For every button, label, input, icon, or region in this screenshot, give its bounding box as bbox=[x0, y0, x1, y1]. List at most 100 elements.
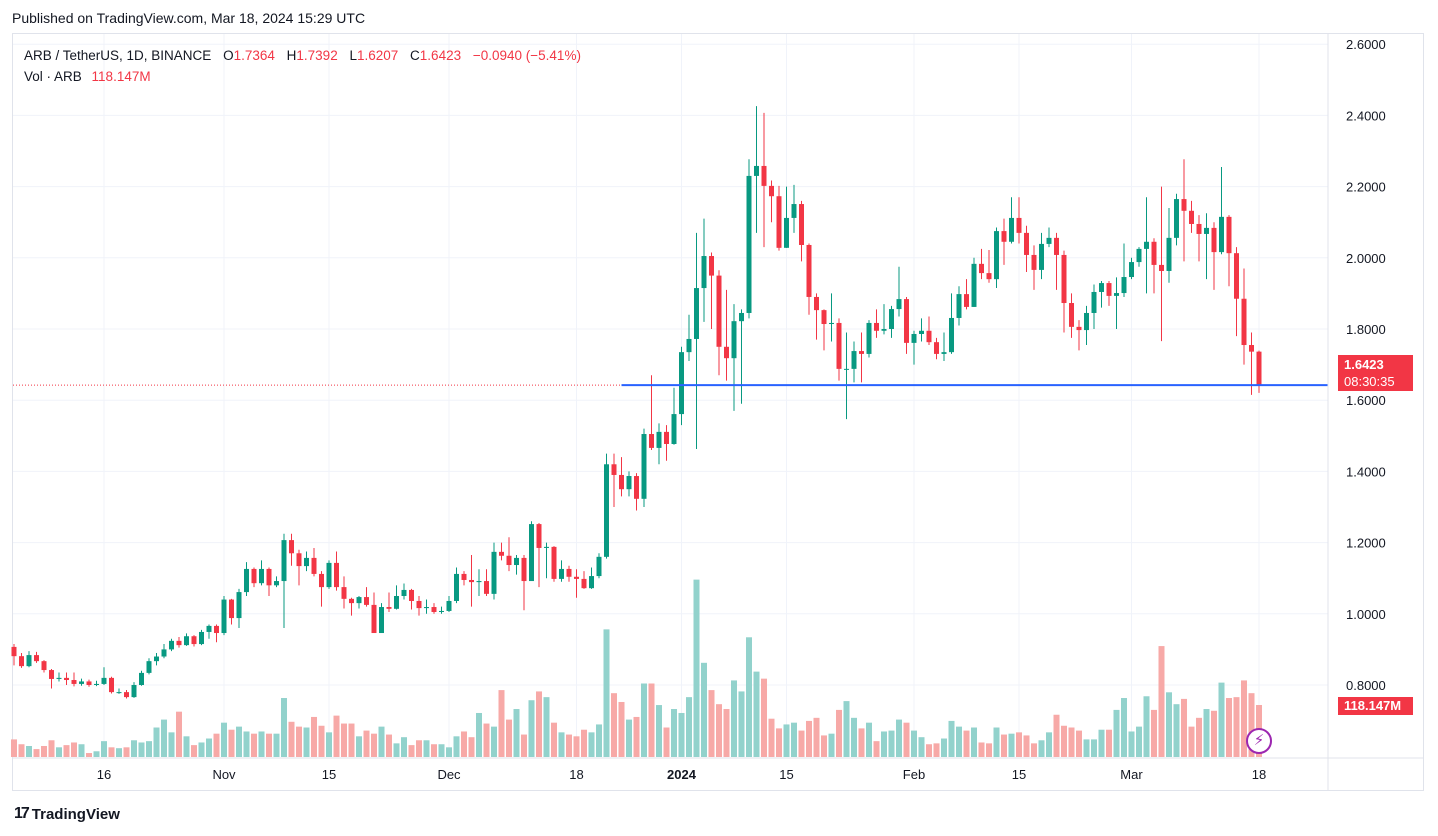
candle-body bbox=[934, 342, 939, 354]
candle-body bbox=[1106, 283, 1112, 296]
volume-bar bbox=[528, 700, 535, 757]
volume-bar bbox=[588, 732, 595, 757]
low-value: 1.6207 bbox=[356, 48, 399, 63]
candle-body bbox=[154, 656, 159, 662]
candle-body bbox=[716, 275, 722, 347]
volume-bar bbox=[18, 744, 25, 757]
candle-body bbox=[761, 165, 767, 186]
candle-body bbox=[229, 599, 234, 619]
candle-body bbox=[634, 476, 639, 499]
volume-bar bbox=[416, 740, 422, 757]
candle-body bbox=[439, 610, 444, 613]
candle-body bbox=[776, 196, 782, 248]
candle-body bbox=[124, 692, 129, 698]
volume-bar bbox=[971, 727, 977, 757]
candle-body bbox=[49, 670, 54, 679]
volume-bar bbox=[843, 701, 850, 757]
volume-bar bbox=[963, 730, 970, 757]
volume-bar bbox=[1023, 735, 1030, 757]
lightning-icon[interactable]: ⚡︎ bbox=[1246, 728, 1272, 754]
x-tick-label: 15 bbox=[1012, 767, 1026, 782]
volume-bar bbox=[1233, 697, 1240, 757]
volume-bar bbox=[273, 733, 280, 757]
volume-bar bbox=[71, 742, 77, 757]
volume-bar bbox=[933, 743, 940, 757]
candle-body bbox=[566, 568, 572, 577]
tradingview-logo[interactable]: 17 TradingView bbox=[14, 805, 120, 823]
candle-body bbox=[896, 299, 902, 310]
y-tick-label: 2.2000 bbox=[1346, 180, 1386, 195]
candle-body bbox=[101, 677, 107, 684]
volume-bar bbox=[1068, 727, 1075, 757]
candle-body bbox=[1211, 227, 1217, 253]
candle-body bbox=[349, 598, 354, 604]
volume-bar bbox=[881, 731, 887, 757]
candle-body bbox=[394, 596, 399, 609]
candle-body bbox=[364, 597, 369, 605]
volume-bar bbox=[1031, 743, 1037, 757]
volume-bar bbox=[513, 709, 520, 757]
candle-body bbox=[146, 661, 152, 673]
x-tick-label: Dec bbox=[437, 767, 461, 782]
volume-bar bbox=[26, 745, 32, 757]
volume-bar bbox=[918, 737, 925, 757]
volume-bar bbox=[1121, 698, 1127, 757]
volume-bar bbox=[318, 725, 325, 757]
high-label: H bbox=[286, 48, 297, 63]
symbol-title[interactable]: ARB / TetherUS, 1D, BINANCE bbox=[24, 48, 212, 63]
volume-bar bbox=[1098, 729, 1105, 757]
candle-body bbox=[259, 568, 264, 584]
candle-body bbox=[169, 640, 174, 650]
volume-bar bbox=[776, 728, 782, 757]
candle-body bbox=[1069, 303, 1074, 327]
volume-bar bbox=[716, 704, 722, 757]
candle-body bbox=[356, 597, 362, 604]
candle-body bbox=[1136, 248, 1142, 263]
candle-body bbox=[1219, 216, 1224, 253]
time-axis[interactable]: 16 Nov 15 Dec 18 2024 15 Feb 15 Mar 18 bbox=[13, 757, 1424, 782]
volume-bars bbox=[11, 579, 1262, 757]
volume-bar bbox=[671, 709, 677, 757]
candle-body bbox=[1001, 231, 1007, 242]
volume-bar bbox=[116, 748, 122, 757]
volume-bar bbox=[986, 743, 992, 757]
candle-body bbox=[596, 556, 602, 577]
candle-body bbox=[409, 589, 414, 601]
candle-body bbox=[619, 474, 624, 490]
volume-bar bbox=[33, 749, 40, 757]
volume-bar bbox=[101, 741, 107, 757]
last-price-badge: 1.6423 08:30:35 bbox=[1338, 355, 1413, 391]
volume-bar bbox=[978, 742, 985, 757]
x-tick-label: Mar bbox=[1120, 767, 1143, 782]
volume-bar bbox=[858, 728, 865, 757]
volume-bar bbox=[1061, 725, 1067, 757]
volume-bar bbox=[138, 742, 145, 757]
y-tick-label: 1.0000 bbox=[1346, 607, 1386, 622]
volume-bar bbox=[948, 720, 955, 757]
volume-bar bbox=[723, 709, 730, 757]
volume-bar bbox=[1136, 726, 1142, 757]
volume-bar bbox=[663, 727, 670, 757]
candle-body bbox=[1159, 264, 1164, 271]
volume-label[interactable]: Vol · ARB bbox=[24, 69, 82, 84]
candle-body bbox=[1196, 223, 1202, 234]
candle-body bbox=[461, 573, 467, 580]
low-label: L bbox=[349, 48, 357, 63]
candle-body bbox=[11, 646, 17, 657]
price-axis[interactable]: 2.6000 2.4000 2.2000 2.0000 1.8000 1.6000 1.40… bbox=[1327, 34, 1386, 791]
volume-bar bbox=[866, 722, 872, 757]
candle-body bbox=[289, 540, 294, 554]
last-price: 1.6423 bbox=[1344, 357, 1384, 372]
volume-bar bbox=[708, 690, 715, 757]
candle-body bbox=[851, 351, 857, 369]
candle-body bbox=[191, 636, 197, 645]
candle-body bbox=[1031, 254, 1037, 270]
volume-bar bbox=[213, 733, 220, 757]
volume-bar bbox=[738, 691, 745, 757]
candle-body bbox=[1241, 298, 1247, 346]
volume-bar bbox=[56, 747, 62, 757]
y-tick-label: 2.4000 bbox=[1346, 108, 1386, 123]
volume-badge: 118.147M bbox=[1338, 697, 1413, 715]
candle-body bbox=[971, 263, 977, 307]
